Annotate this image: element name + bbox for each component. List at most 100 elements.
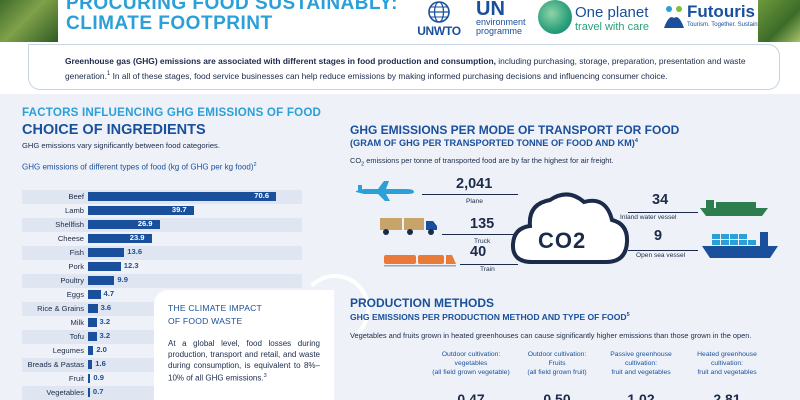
- co2-label: CO2: [538, 228, 587, 253]
- bar-category-label: Shellfish: [55, 220, 84, 229]
- truck-icon: [380, 218, 437, 235]
- train-label: Train: [480, 266, 495, 273]
- production-method-outdoor-vegetables: Outdoor cultivation: vegetables (all fie…: [426, 350, 516, 400]
- sea-vessel-label: Open sea vessel: [636, 252, 686, 259]
- bar-value-label: 3.2: [99, 331, 111, 340]
- planet-icon: [538, 0, 572, 34]
- production-method-value: 0.47: [457, 391, 485, 400]
- unep-line-2: programme: [476, 26, 523, 36]
- bar: [88, 388, 90, 397]
- truck-label: Truck: [474, 238, 491, 245]
- food-waste-heading-line-1: THE CLIMATE IMPACT: [168, 303, 262, 313]
- transport-heading: GHG EMISSIONS PER MODE OF TRANSPORT FOR …: [350, 123, 680, 137]
- bar-category-label: Cheese: [57, 234, 84, 243]
- futouris-logo: Futouris Tourism. Together. Sustainable: [663, 0, 769, 42]
- container-ship-icon: [702, 232, 778, 258]
- unwto-wordmark: UNWTO: [417, 24, 461, 38]
- bar: [88, 304, 98, 313]
- bar-category-label: Vegetables: [46, 388, 84, 397]
- futouris-wordmark: Futouris: [687, 2, 755, 21]
- bar-category-label: Breads & Pastas: [27, 360, 84, 369]
- production-method-caption-line-1: Outdoor cultivation:: [441, 351, 501, 358]
- chart-caption: GHG emissions of different types of food…: [22, 162, 257, 172]
- bar-category-label: Milk: [70, 318, 85, 327]
- production-method-caption-line-3: (all field grown fruit): [527, 369, 587, 376]
- production-method-caption-line-3: fruit and vegetables: [697, 369, 757, 376]
- bar-value-label: 70.6: [254, 191, 270, 200]
- bar-value-label: 13.6: [127, 247, 143, 256]
- choice-text: GHG emissions vary significantly between…: [22, 141, 220, 150]
- bar-value-label: 1.6: [95, 359, 106, 368]
- bar-category-label: Beef: [68, 192, 84, 201]
- transport-subheading-footnote: 4: [634, 138, 638, 144]
- bar: [88, 318, 97, 327]
- food-waste-heading-line-2: OF FOOD WASTE: [168, 316, 243, 326]
- factors-heading: FACTORS INFLUENCING GHG EMISSIONS OF FOO…: [22, 106, 322, 119]
- inland-vessel-value: 34: [652, 192, 669, 208]
- unep-logo: UN environment programme: [476, 0, 534, 36]
- inland-vessel-leader-line: [628, 212, 698, 213]
- plane-leader-line: [422, 194, 518, 195]
- transport-subheading-text: (GRAM OF GHG PER TRANSPORTED TONNE OF FO…: [350, 138, 635, 149]
- train-value: 40: [470, 244, 487, 260]
- bar-row: Cheese 23.9: [22, 232, 302, 246]
- transport-subheading: (GRAM OF GHG PER TRANSPORTED TONNE OF FO…: [350, 138, 638, 148]
- bar-category-label: Legumes: [52, 346, 84, 355]
- unwto-logo: UNWTO: [410, 0, 468, 38]
- page-title: PROCURING FOOD SUSTAINABLY: CLIMATE FOOT…: [66, 0, 398, 34]
- production-text: Vegetables and fruits grown in heated gr…: [350, 331, 752, 340]
- intro-bold-text: Greenhouse gas (GHG) emissions are assoc…: [65, 56, 496, 66]
- bar-category-label: Tofu: [69, 332, 84, 341]
- bar-value-label: 9.9: [117, 275, 128, 284]
- bar: [88, 360, 93, 369]
- bar-value-label: 3.2: [99, 317, 111, 326]
- intro-text-c: In all of these stages, food service bus…: [110, 70, 668, 81]
- bar: [88, 192, 277, 201]
- production-method-caption-line-1: Heated greenhouse: [697, 351, 757, 358]
- truck-leader-line: [442, 234, 518, 235]
- bar-category-label: Lamb: [65, 206, 84, 215]
- production-subheading: GHG EMISSIONS PER PRODUCTION METHOD AND …: [350, 312, 630, 322]
- unep-un-wordmark: UN: [476, 0, 505, 20]
- plane-value: 2,041: [456, 176, 493, 192]
- unep-line-1: environment: [476, 17, 526, 27]
- chart-caption-text: GHG emissions of different types of food…: [22, 162, 254, 172]
- production-method-caption-line-1: Outdoor cultivation:: [527, 351, 587, 358]
- intro-box: Greenhouse gas (GHG) emissions are assoc…: [28, 44, 780, 90]
- header-photo-right: [758, 0, 800, 42]
- title-line-1: PROCURING FOOD SUSTAINABLY:: [66, 0, 398, 14]
- bar: [88, 220, 160, 229]
- food-waste-footnote: 3: [263, 373, 267, 379]
- production-method-caption-line-2: Fruits: [548, 360, 566, 367]
- bar-value-label: 26.9: [137, 219, 153, 228]
- bar-value-label: 2.0: [96, 345, 107, 354]
- truck-value: 135: [470, 216, 495, 232]
- header: PROCURING FOOD SUSTAINABLY: CLIMATE FOOT…: [0, 0, 800, 42]
- bar-row: Shellfish 26.9: [22, 218, 302, 232]
- one-planet-tagline: travel with care: [575, 21, 649, 33]
- intro-text-a: including purchasing, storage, preparati…: [495, 56, 746, 66]
- production-subheading-footnote: 5: [626, 312, 630, 319]
- production-method-value: 1.02: [627, 391, 655, 400]
- bar-row: Milk 3.2: [22, 316, 302, 330]
- production-method-caption-line-2: vegetables: [454, 360, 488, 367]
- one-planet-logo: One planet travel with care: [538, 0, 658, 42]
- transport-text: CO2 emissions per tonne of transported f…: [350, 156, 614, 167]
- bar-category-label: Eggs: [66, 290, 84, 299]
- bar-value-label: 23.9: [129, 233, 145, 242]
- bar-row: Fish 13.6: [22, 246, 302, 260]
- intro-footnote: 1: [106, 71, 111, 77]
- futouris-tagline: Tourism. Together. Sustainable: [687, 22, 769, 28]
- inland-vessel-label: Inland water vessel: [620, 214, 677, 221]
- bar-value-label: 12.3: [123, 261, 139, 270]
- bar-value-label: 3.6: [100, 303, 112, 312]
- transport-text-prefix: CO: [350, 156, 362, 165]
- bar-row: Pork 12.3: [22, 260, 302, 274]
- bar-value-label: 4.7: [103, 289, 115, 298]
- bar-category-label: Fruit: [68, 374, 84, 383]
- bar-category-label: Poultry: [60, 276, 84, 285]
- co2-cloud-icon: [510, 192, 630, 264]
- transport-panel: 2,041 Plane 135 Truck 40 Train CO2 34 In…: [348, 172, 788, 280]
- production-method-caption-line-2: cultivation:: [624, 360, 658, 367]
- people-icon: [664, 6, 684, 28]
